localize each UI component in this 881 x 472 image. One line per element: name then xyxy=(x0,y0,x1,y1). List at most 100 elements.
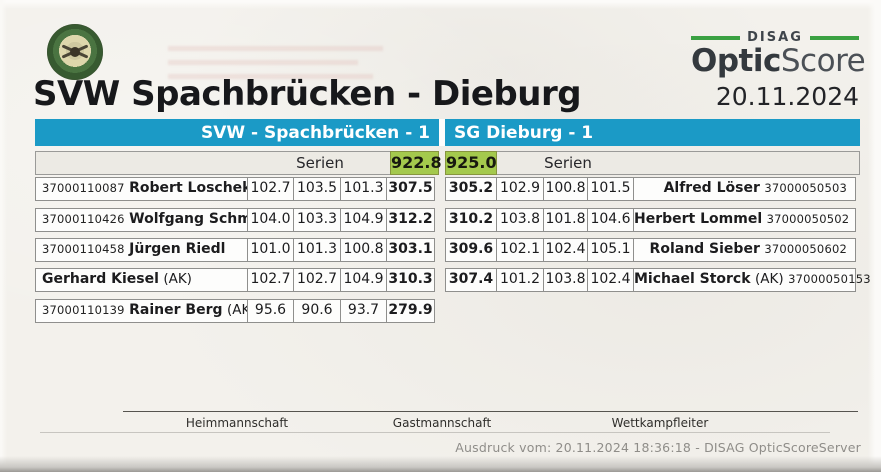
home-table-row: 37000110458 Jürgen Riedl 101.0 101.3 100… xyxy=(35,238,435,262)
shooter-id: 37000050502 xyxy=(766,212,850,226)
shooter-name: Jürgen Riedl xyxy=(129,241,226,257)
home-team-name: SVW - Spachbrücken - 1 xyxy=(35,119,439,146)
club-logo-center xyxy=(70,47,80,57)
guest-team-name: SG Dieburg - 1 xyxy=(445,119,860,146)
shooter-name-cell: 37000110087 Robert Loschek xyxy=(35,177,252,201)
shooter-total: 279.9 xyxy=(386,299,435,323)
shooter-total: 310.3 xyxy=(386,268,435,292)
shooter-name-cell: 37000110139 Rainer Berg (AK) xyxy=(35,299,256,323)
disag-label: DISAG xyxy=(747,30,803,45)
shooter-name-cell: 37000110426 Wolfgang Schmitt xyxy=(35,208,270,232)
series-score: 101.0 xyxy=(247,238,294,262)
shooter-id: 37000110087 xyxy=(42,181,125,195)
home-table-row: 37000110139 Rainer Berg (AK) 95.6 90.6 9… xyxy=(35,299,435,323)
green-line-left xyxy=(691,35,741,40)
shooter-id: 37000050153 xyxy=(788,272,871,286)
shooter-name: Michael Storck xyxy=(634,271,751,287)
signature-label-home: Heimmannschaft xyxy=(185,416,289,430)
series-score: 102.4 xyxy=(587,268,634,292)
shooter-name-cell: Herbert Lommel 37000050502 xyxy=(633,208,856,232)
shooter-name-cell: Alfred Löser 37000050503 xyxy=(633,177,856,201)
optic-label: Optic xyxy=(691,43,781,79)
series-score: 101.5 xyxy=(587,177,634,201)
home-team-total: 922.8 xyxy=(390,151,442,175)
signature-line xyxy=(123,411,858,412)
home-serien-band: Serien 922.8 xyxy=(35,151,442,175)
shooter-name: Roland Sieber xyxy=(649,241,760,257)
series-score: 102.7 xyxy=(247,268,294,292)
shooter-id: 37000110458 xyxy=(42,242,125,256)
series-score: 103.3 xyxy=(293,208,341,232)
team-bar-divider xyxy=(439,119,445,146)
green-line-right xyxy=(809,35,860,40)
guest-serien-label: Serien xyxy=(544,154,592,172)
series-score: 104.0 xyxy=(247,208,294,232)
series-score: 102.9 xyxy=(496,177,544,201)
shooter-class: (AK) xyxy=(754,271,784,287)
shooter-total: 309.6 xyxy=(445,238,497,262)
guest-table-row: 307.4 101.2 103.8 102.4 Michael Storck (… xyxy=(445,268,871,292)
match-title: SVW Spachbrücken - Dieburg xyxy=(33,74,582,114)
shooter-class: (AK) xyxy=(163,271,192,287)
series-score: 103.8 xyxy=(543,268,588,292)
shooter-name: Gerhard Kiesel xyxy=(42,271,159,287)
series-score: 103.8 xyxy=(496,208,544,232)
print-timestamp: Ausdruck vom: 20.11.2024 18:36:18 - DISA… xyxy=(455,440,861,455)
score-label: Score xyxy=(780,43,866,79)
shooter-id: 37000050503 xyxy=(764,181,847,195)
guest-table-row: 305.2 102.9 100.8 101.5 Alfred Löser 370… xyxy=(445,177,856,201)
series-score: 104.9 xyxy=(340,208,387,232)
shooter-name-cell: 37000110458 Jürgen Riedl xyxy=(35,238,248,262)
disag-wordmark: DISAG xyxy=(691,30,860,45)
home-table-row: Gerhard Kiesel (AK) 102.7 102.7 104.9 31… xyxy=(35,268,435,292)
series-score: 95.6 xyxy=(247,299,294,323)
series-score: 101.2 xyxy=(496,268,544,292)
series-score: 102.4 xyxy=(543,238,588,262)
series-score: 101.3 xyxy=(340,177,387,201)
shooter-id: 37000050602 xyxy=(764,242,847,256)
shooter-total: 310.2 xyxy=(445,208,497,232)
signature-label-referee: Wettkampfleiter xyxy=(611,416,709,430)
series-score: 102.7 xyxy=(247,177,294,201)
shooter-name: Alfred Löser xyxy=(663,180,760,196)
home-table-row: 37000110087 Robert Loschek 102.7 103.5 1… xyxy=(35,177,435,201)
shooter-total: 307.4 xyxy=(445,268,497,292)
home-table-row: 37000110426 Wolfgang Schmitt 104.0 103.3… xyxy=(35,208,435,232)
shooter-name-cell: Michael Storck (AK) 37000050153 xyxy=(633,268,871,292)
shooter-total: 303.1 xyxy=(386,238,435,262)
shooter-name: Robert Loschek xyxy=(129,180,252,196)
home-serien-label: Serien xyxy=(296,154,344,172)
scan-edge-left xyxy=(0,0,7,472)
shooter-name: Rainer Berg xyxy=(129,302,223,318)
guest-table-row: 309.6 102.1 102.4 105.1 Roland Sieber 37… xyxy=(445,238,856,262)
shooter-total: 305.2 xyxy=(445,177,497,201)
footer-divider xyxy=(40,432,830,433)
series-score: 93.7 xyxy=(340,299,387,323)
series-score: 101.3 xyxy=(293,238,341,262)
series-score: 100.8 xyxy=(543,177,588,201)
opticscore-wordmark: OpticScore xyxy=(691,43,866,79)
guest-table-row: 310.2 103.8 101.8 104.6 Herbert Lommel 3… xyxy=(445,208,856,232)
shooter-name: Herbert Lommel xyxy=(634,211,763,227)
shooter-name: Wolfgang Schmitt xyxy=(129,211,271,227)
shooter-name-cell: Roland Sieber 37000050602 xyxy=(633,238,856,262)
club-logo-icon xyxy=(47,24,103,80)
signature-label-guest: Gastmannschaft xyxy=(392,416,492,430)
guest-team-total: 925.0 xyxy=(445,151,497,175)
series-score: 103.5 xyxy=(293,177,341,201)
shooter-name-cell: Gerhard Kiesel (AK) xyxy=(35,268,248,292)
series-score: 90.6 xyxy=(293,299,341,323)
scan-edge-right xyxy=(868,0,881,472)
series-score: 102.1 xyxy=(496,238,544,262)
shooter-total: 312.2 xyxy=(386,208,435,232)
disag-opticscore-logo: DISAG OpticScore xyxy=(691,30,866,79)
scan-bleed-artifact xyxy=(168,46,383,88)
shooter-id: 37000110139 xyxy=(42,303,125,317)
scan-edge-bottom xyxy=(0,456,881,472)
series-score: 105.1 xyxy=(587,238,634,262)
series-score: 100.8 xyxy=(340,238,387,262)
series-score: 104.6 xyxy=(587,208,634,232)
series-score: 102.7 xyxy=(293,268,341,292)
guest-serien-band: 925.0 Serien xyxy=(445,151,860,175)
scan-edge-top xyxy=(0,0,881,9)
